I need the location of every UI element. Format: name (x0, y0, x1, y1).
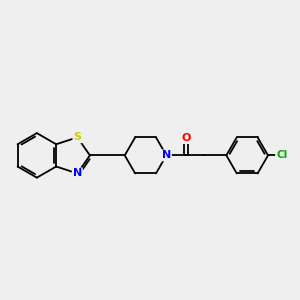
Text: O: O (182, 133, 191, 143)
Text: S: S (73, 132, 81, 142)
Text: N: N (73, 168, 82, 178)
Text: N: N (162, 150, 171, 161)
Text: Cl: Cl (276, 150, 287, 161)
